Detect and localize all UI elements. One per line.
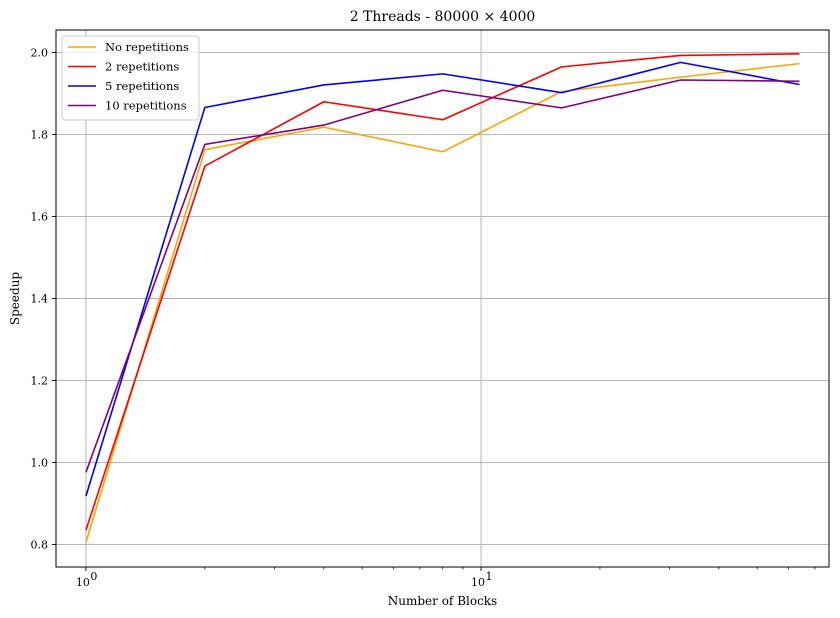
- legend-label: 2 repetitions: [105, 60, 179, 74]
- series-line-3: [85, 61, 800, 497]
- legend-label: 10 repetitions: [105, 99, 187, 113]
- legend-box: [61, 35, 200, 121]
- y-tick-label: 0.8: [31, 538, 49, 551]
- y-tick-label: 1.2: [31, 374, 49, 387]
- series-line-2: [85, 52, 800, 531]
- legend-label: 5 repetitions: [105, 79, 179, 93]
- y-tick-label: 1.8: [31, 129, 49, 142]
- y-tick-label: 2.0: [31, 47, 49, 60]
- series-line-4: [85, 79, 800, 473]
- x-tick-label: 10: [76, 576, 90, 589]
- legend: No repetitions 2 repetitions 5 repetitions…: [61, 35, 200, 121]
- axis-ticks: 0.81.01.21.41.61.82.010 0 10 1: [31, 47, 816, 589]
- series-line-1: [85, 62, 800, 543]
- chart-title: 2 Threads - 80000 × 4000: [350, 9, 536, 25]
- x-tick-exponent: 1: [486, 570, 493, 583]
- legend-label: No repetitions: [105, 40, 189, 54]
- series-lines: [85, 52, 800, 543]
- x-axis-label: Number of Blocks: [388, 594, 497, 608]
- x-tick-label: 10: [471, 576, 485, 589]
- y-axis-label: Speedup: [8, 272, 22, 326]
- y-tick-label: 1.4: [31, 293, 49, 306]
- y-tick-label: 1.0: [31, 456, 49, 469]
- x-tick-exponent: 0: [90, 570, 97, 583]
- y-tick-label: 1.6: [31, 211, 49, 224]
